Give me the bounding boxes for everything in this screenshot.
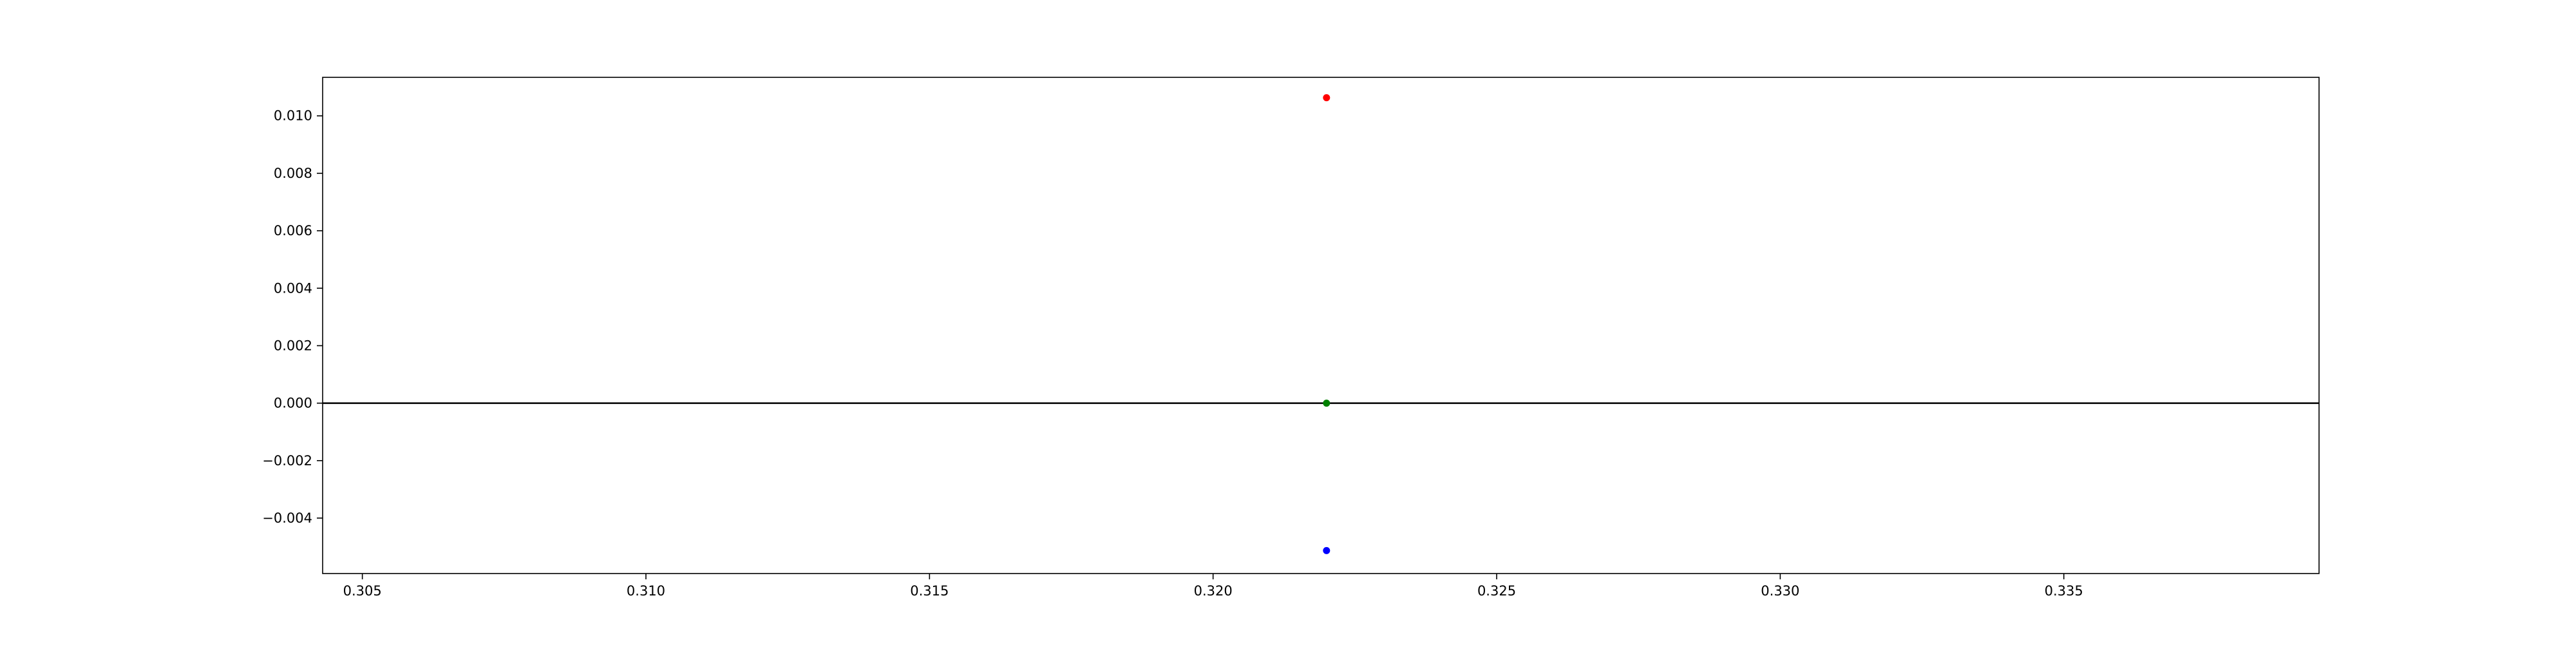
x-tick-label: 0.335 <box>2045 583 2083 599</box>
x-tick-label: 0.320 <box>1194 583 1233 599</box>
x-tick-label: 0.325 <box>1477 583 1516 599</box>
plot-area-background <box>323 77 2319 574</box>
y-tick-label: 0.006 <box>274 223 312 238</box>
y-tick-label: −0.002 <box>262 453 312 468</box>
y-tick-label: 0.008 <box>274 166 312 181</box>
x-tick-label: 0.310 <box>627 583 665 599</box>
data-points <box>1323 94 1331 554</box>
y-tick-label: 0.000 <box>274 396 312 411</box>
data-point <box>1323 400 1331 407</box>
y-axis-ticks: 0.010 0.008 0.006 0.004 0.002 0.000 −0.002 −0.0… <box>262 108 323 526</box>
data-point <box>1323 94 1331 102</box>
x-tick-label: 0.315 <box>910 583 949 599</box>
plot-frame <box>322 77 2320 574</box>
x-tick-label: 0.305 <box>343 583 382 599</box>
y-tick-label: 0.010 <box>274 108 312 124</box>
y-tick-label: −0.004 <box>262 510 312 526</box>
y-tick-label: 0.004 <box>274 280 312 296</box>
data-point <box>1323 546 1331 554</box>
x-axis-ticks: 0.305 0.310 0.315 0.320 0.325 0.330 0.335 <box>343 574 2083 599</box>
x-tick-label: 0.330 <box>1761 583 1799 599</box>
y-tick-label: 0.002 <box>274 338 312 353</box>
